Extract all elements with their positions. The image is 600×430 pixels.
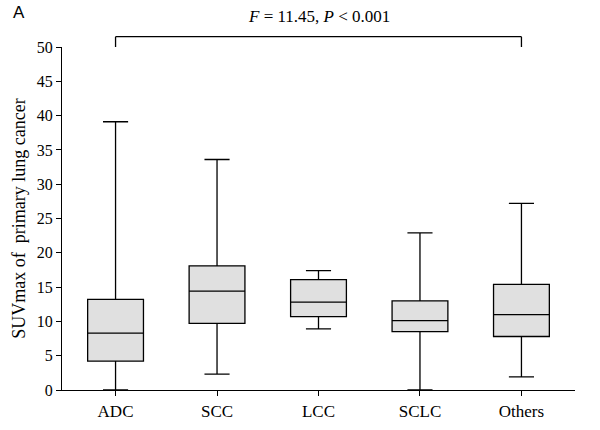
svg-text:LCC: LCC xyxy=(302,402,335,421)
svg-text:15: 15 xyxy=(37,279,53,296)
svg-text:A: A xyxy=(13,3,25,22)
svg-text:F = 11.45, P < 0.001: F = 11.45, P < 0.001 xyxy=(248,7,390,26)
svg-text:5: 5 xyxy=(45,347,53,364)
svg-text:10: 10 xyxy=(37,313,53,330)
svg-text:35: 35 xyxy=(37,142,53,159)
svg-text:25: 25 xyxy=(37,210,53,227)
svg-text:20: 20 xyxy=(37,244,53,261)
svg-text:50: 50 xyxy=(37,39,53,56)
svg-text:40: 40 xyxy=(37,107,53,124)
svg-text:0: 0 xyxy=(45,382,53,399)
svg-text:SCLC: SCLC xyxy=(399,402,442,421)
svg-text:SCC: SCC xyxy=(201,402,233,421)
svg-text:ADC: ADC xyxy=(98,402,134,421)
svg-text:30: 30 xyxy=(37,176,53,193)
svg-text:Others: Others xyxy=(499,402,544,421)
svg-text:45: 45 xyxy=(37,73,53,90)
svg-text:SUVmax of primary lung cancer: SUVmax of primary lung cancer xyxy=(9,98,29,338)
